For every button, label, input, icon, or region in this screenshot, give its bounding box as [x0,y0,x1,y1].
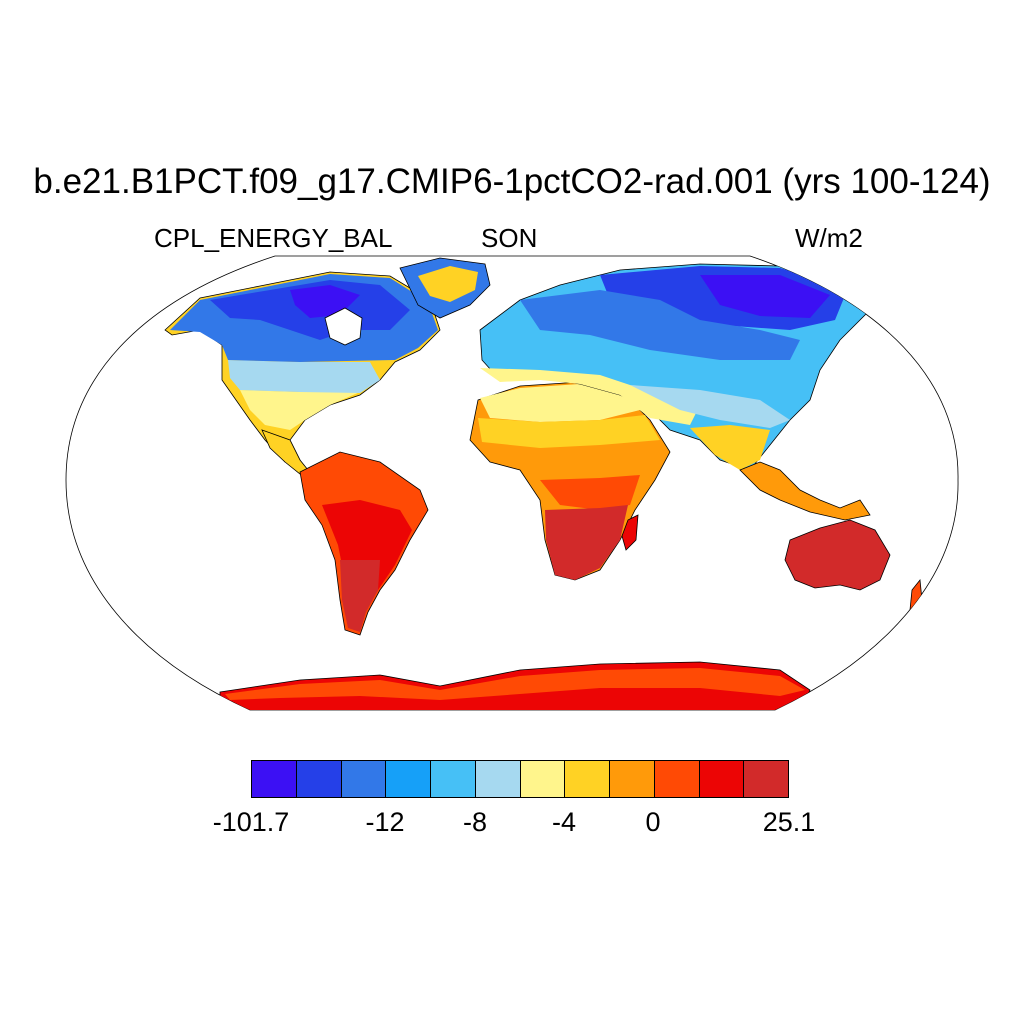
colorbar [251,760,789,798]
australia [784,519,891,591]
colorbar-swatch-8 [610,761,655,797]
colorbar-swatch-7 [565,761,610,797]
units-label: W/m2 [795,223,863,253]
colorbar-swatch-6 [520,761,566,797]
south-america-inner [322,500,412,612]
colorbar-label-min: -101.7 [212,807,290,837]
colorbar-label-max: 25.1 [762,807,816,837]
plot-title: b.e21.B1PCT.f09_g17.CMIP6-1pctCO2-rad.00… [33,162,991,201]
madagascar [621,514,639,551]
eurasia-tropic [690,425,770,470]
africa-sahel [478,415,660,448]
europe-mid [520,290,800,360]
colorbar-label-zero: 0 [645,807,661,837]
north-america-cool [228,360,380,393]
greenland-ice [418,266,478,302]
colorbar-swatch-0 [252,761,297,797]
africa-north [480,384,640,422]
eurasia-tibet [630,385,790,428]
variable-label: CPL_ENERGY_BAL [154,223,393,253]
colorbar-swatch-4 [431,761,476,797]
colorbar-swatch-5 [475,761,521,797]
siberia-extreme [700,275,830,318]
colorbar-swatch-1 [296,761,342,797]
colorbar-swatch-3 [386,761,431,797]
africa-equator [540,475,640,510]
season-label: SON [481,223,538,253]
colorbar-label-neg12: -12 [365,807,405,837]
colorbar-swatch-11 [744,761,788,797]
colorbar-label-neg8: -8 [462,807,488,837]
north-america-subtropic [240,390,360,430]
new-zealand [909,578,923,611]
colorbar-swatch-9 [654,761,700,797]
antarctica-coast [225,668,805,700]
hudson-bay [324,307,363,346]
colorbar-swatch-2 [341,761,387,797]
eurasia-south [480,368,700,425]
colorbar-label-neg4: -4 [551,807,577,837]
southeast-asia [739,461,871,521]
south-america-south [340,560,380,632]
africa-south [545,505,628,580]
colorbar-swatch-10 [699,761,745,797]
